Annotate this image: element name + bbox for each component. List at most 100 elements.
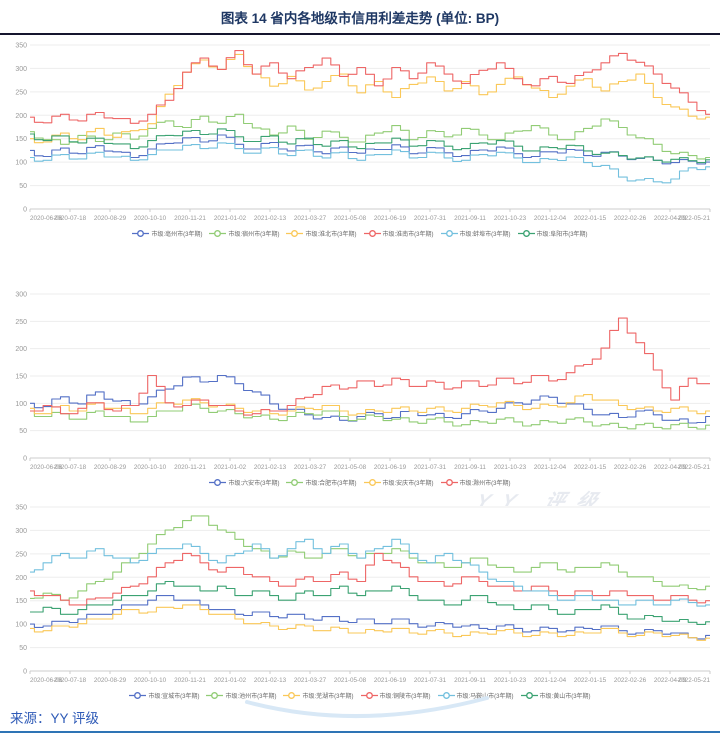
legend-label: 市级:滁州市(3年期)	[459, 480, 511, 487]
line-chart-central-anhui: 0 50 100 150 200 250 300 2020-06-06 2020-07-18 20…	[4, 286, 720, 474]
x-tick-label: 2021-10-23	[494, 677, 527, 684]
x-tick-label: 2022-02-26	[614, 464, 647, 471]
source-note: 来源：YY 评级	[10, 711, 100, 726]
legend-label: 市级:淮北市(3年期)	[305, 231, 357, 238]
x-tick-label: 2021-02-13	[254, 464, 287, 471]
x-tick-label: 2020-08-29	[94, 677, 127, 684]
x-tick-label: 2021-09-11	[454, 215, 486, 222]
x-tick-label: 2022-02-26	[614, 215, 647, 222]
x-tick-label: 2022-02-26	[614, 677, 647, 684]
x-tick-label: 2022-04-09	[654, 677, 687, 684]
chart-legend: 市级:宣城市(3年期) 市级:池州市(3年期) 市级:芜湖市(3年期) 市级:铜陵市(…	[0, 688, 720, 702]
y-tick-label: 250	[15, 319, 27, 326]
x-tick-label: 2021-03-27	[294, 464, 327, 471]
chart-legend: 市级:六安市(3年期) 市级:合肥市(3年期) 市级:安庆市(3年期) 市级:滁州市(…	[0, 475, 720, 489]
y-tick-label: 50	[19, 428, 27, 435]
x-tick-label: 2022-05-21	[678, 677, 711, 684]
legend-marker-icon	[517, 229, 535, 237]
x-tick-label: 2020-07-18	[54, 464, 87, 471]
y-tick-label: 250	[15, 551, 27, 558]
legend-label: 市级:池州市(3年期)	[225, 693, 277, 700]
x-tick-label: 2021-05-08	[334, 464, 367, 471]
y-tick-label: 150	[15, 374, 27, 381]
legend-item: 市级:淮南市(3年期)	[363, 229, 434, 238]
legend-marker-icon	[440, 478, 458, 486]
legend-item: 市级:亳州市(3年期)	[132, 229, 202, 238]
legend-label: 市级:马鞍山市(3年期)	[456, 693, 514, 700]
legend-label: 市级:蚌埠市(3年期)	[459, 231, 511, 238]
x-tick-label: 2020-11-21	[174, 464, 206, 471]
y-tick-label: 250	[15, 89, 27, 96]
line-chart-north-anhui: 0 50 100 150 200 250 300 350 2020-06-06 2020-07-1…	[4, 37, 720, 225]
legend-marker-icon	[363, 478, 381, 486]
x-tick-label: 2020-06-06	[30, 464, 63, 471]
legend-item: 市级:安庆市(3年期)	[363, 478, 434, 487]
legend-item: 市级:芜湖市(3年期)	[283, 691, 354, 700]
x-tick-label: 2021-05-08	[334, 677, 367, 684]
bottom-divider	[0, 731, 720, 733]
x-tick-label: 2022-01-15	[574, 464, 607, 471]
figure-title: 图表 14 省内各地级市信用利差走势 (单位: BP)	[0, 0, 720, 35]
legend-item: 市级:宣城市(3年期)	[129, 691, 199, 700]
y-tick-label: 100	[15, 401, 27, 408]
x-tick-label: 2021-06-19	[374, 464, 407, 471]
x-tick-label: 2020-10-10	[134, 215, 167, 222]
legend-marker-icon	[286, 229, 304, 237]
legend-label: 市级:合肥市(3年期)	[305, 480, 357, 487]
x-tick-label: 2021-06-19	[374, 215, 407, 222]
legend-item: 市级:合肥市(3年期)	[286, 478, 357, 487]
chart-legend: 市级:亳州市(3年期) 市级:宿州市(3年期) 市级:淮北市(3年期) 市级:淮南市(…	[0, 226, 720, 240]
x-tick-label: 2021-01-02	[214, 464, 247, 471]
x-tick-label: 2020-06-06	[30, 677, 63, 684]
y-tick-label: 0	[23, 669, 27, 676]
x-tick-label: 2021-12-04	[534, 464, 567, 471]
legend-label: 市级:安庆市(3年期)	[382, 480, 434, 487]
x-tick-label: 2022-04-09	[654, 464, 687, 471]
legend-label: 市级:阜阳市(3年期)	[536, 231, 588, 238]
legend-item: 市级:马鞍山市(3年期)	[437, 691, 514, 700]
legend-item: 市级:淮北市(3年期)	[286, 229, 357, 238]
y-tick-label: 200	[15, 113, 27, 120]
legend-label: 市级:淮南市(3年期)	[382, 231, 434, 238]
legend-marker-icon	[286, 478, 304, 486]
legend-item: 市级:阜阳市(3年期)	[517, 229, 588, 238]
x-tick-label: 2021-07-31	[414, 677, 447, 684]
x-tick-label: 2021-05-08	[334, 215, 367, 222]
y-tick-label: 150	[15, 136, 27, 143]
x-tick-label: 2021-10-23	[494, 464, 527, 471]
y-tick-label: 100	[15, 160, 27, 167]
legend-item: 市级:六安市(3年期)	[209, 478, 279, 487]
x-tick-label: 2022-01-15	[574, 677, 607, 684]
x-tick-label: 2021-09-11	[454, 464, 486, 471]
legend-label: 市级:亳州市(3年期)	[151, 231, 203, 238]
x-tick-label: 2022-05-21	[678, 464, 711, 471]
y-tick-label: 300	[15, 528, 27, 535]
x-tick-label: 2021-03-27	[294, 677, 327, 684]
x-tick-label: 2021-12-04	[534, 677, 567, 684]
legend-item: 市级:滁州市(3年期)	[440, 478, 511, 487]
legend-marker-icon	[209, 478, 227, 486]
x-tick-label: 2021-09-11	[454, 677, 486, 684]
y-tick-label: 0	[23, 456, 27, 463]
x-tick-label: 2022-01-15	[574, 215, 607, 222]
x-tick-label: 2020-10-10	[134, 677, 167, 684]
x-tick-label: 2020-07-18	[54, 677, 87, 684]
y-tick-label: 0	[23, 207, 27, 214]
y-tick-label: 50	[19, 645, 27, 652]
x-tick-label: 2020-06-06	[30, 215, 63, 222]
legend-item: 市级:蚌埠市(3年期)	[440, 229, 511, 238]
x-tick-label: 2020-11-21	[174, 215, 206, 222]
legend-marker-icon	[360, 691, 378, 699]
x-tick-label: 2021-06-19	[374, 677, 407, 684]
x-tick-label: 2020-08-29	[94, 464, 127, 471]
legend-label: 市级:黄山市(3年期)	[539, 693, 591, 700]
legend-marker-icon	[440, 229, 458, 237]
y-tick-label: 100	[15, 622, 27, 629]
x-tick-label: 2020-10-10	[134, 464, 167, 471]
legend-label: 市级:宿州市(3年期)	[228, 231, 280, 238]
x-tick-label: 2021-07-31	[414, 464, 447, 471]
legend-label: 市级:芜湖市(3年期)	[302, 693, 354, 700]
legend-marker-icon	[209, 229, 227, 237]
y-tick-label: 300	[15, 66, 27, 73]
